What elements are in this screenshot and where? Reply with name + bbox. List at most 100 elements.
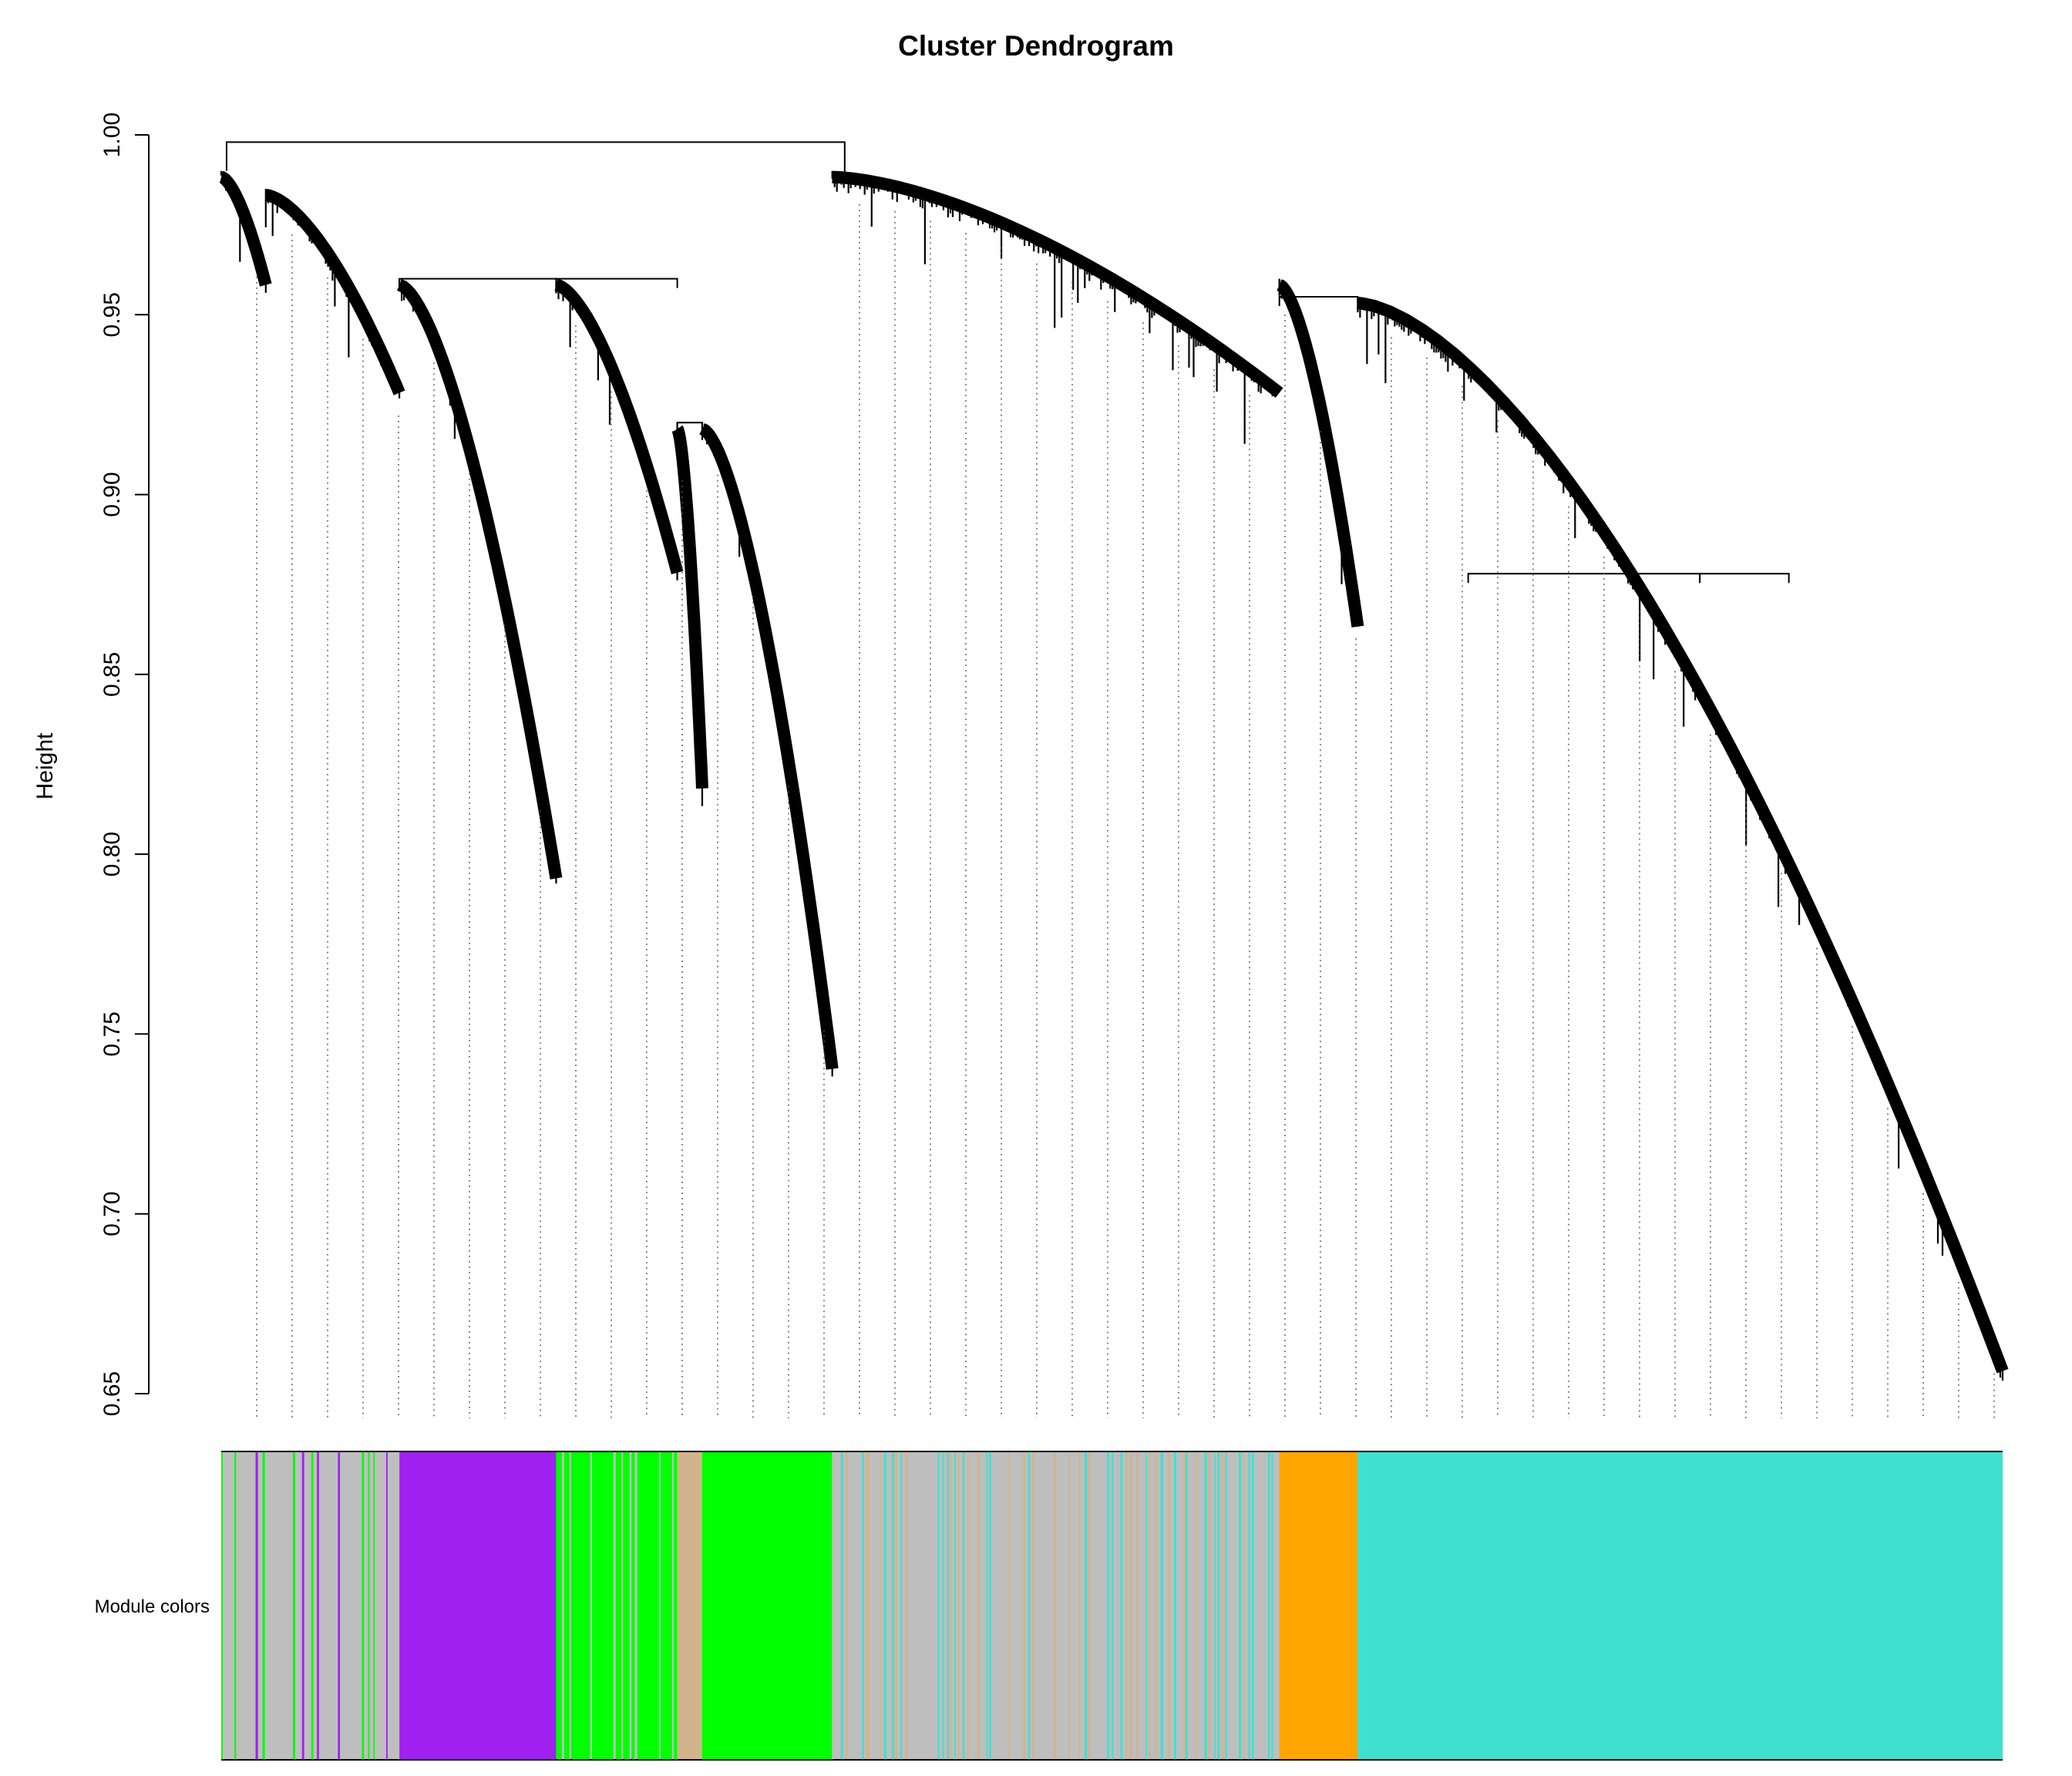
merge-bracket <box>1278 295 1359 306</box>
module-color-stripe <box>234 1451 237 1760</box>
module-color-stripe <box>843 1451 846 1760</box>
cluster-branch <box>216 170 272 293</box>
module-color-stripe <box>603 1451 606 1760</box>
module-color-stripe <box>900 1451 903 1760</box>
module-color-stripe <box>1267 1451 1270 1760</box>
module-color-stripe <box>352 1451 355 1760</box>
module-color-stripe <box>862 1451 864 1760</box>
module-color-stripe <box>1014 1451 1016 1760</box>
module-color-stripe <box>967 1451 970 1760</box>
module-color-stripe <box>1129 1451 1132 1760</box>
module-color-stripe <box>986 1451 988 1760</box>
root-merge <box>225 141 846 178</box>
module-color-stripe <box>362 1451 365 1760</box>
module-color-stripe <box>1136 1451 1139 1760</box>
module-color-stripe <box>317 1451 319 1760</box>
module-color-stripe <box>590 1451 592 1760</box>
module-color-stripe <box>221 1451 223 1760</box>
module-color-stripe <box>845 1451 848 1760</box>
module-color-stripe <box>947 1451 949 1760</box>
y-tick-label: 0.95 <box>99 292 125 337</box>
module-color-stripe <box>840 1451 844 1760</box>
merge-bracket <box>1699 573 1790 584</box>
module-color-stripe <box>957 1451 960 1760</box>
module-color-stripe <box>308 1451 310 1760</box>
y-tick-label: 1.00 <box>99 113 125 157</box>
cluster-branch <box>831 170 1283 444</box>
module-color-stripe <box>1018 1451 1021 1760</box>
module-color-stripe <box>1168 1451 1170 1760</box>
module-color-stripe <box>891 1451 894 1760</box>
module-color-stripe <box>954 1451 956 1760</box>
module-color-stripe <box>281 1451 284 1760</box>
module-color-stripe <box>569 1451 571 1760</box>
branch-lines <box>1357 297 2004 1381</box>
module-color-stripe <box>629 1451 632 1760</box>
y-tick-label: 0.90 <box>99 472 125 516</box>
module-color-stripe <box>325 1451 328 1760</box>
branch-lines <box>264 189 401 399</box>
module-color-stripe <box>949 1451 952 1760</box>
branch-spine <box>699 423 839 1070</box>
y-axis: 0.65 0.70 0.75 0.80 0.85 0.90 0.95 1.00 <box>99 113 150 1416</box>
module-color-stripe <box>1054 1451 1057 1760</box>
module-color-stripe <box>654 1451 657 1760</box>
module-color-stripe <box>338 1451 341 1760</box>
branch-spine <box>397 279 563 880</box>
module-color-segment <box>1279 1451 1358 1760</box>
merge-bracket <box>555 278 678 288</box>
module-color-segment <box>677 1451 702 1760</box>
merge-bracket <box>399 278 557 288</box>
module-color-stripe <box>857 1451 859 1760</box>
y-tick-label: 0.75 <box>99 1011 125 1056</box>
merge-bracket <box>676 422 703 432</box>
module-color-stripe <box>1120 1451 1123 1760</box>
module-color-stripe <box>597 1451 600 1760</box>
module-color-stripe <box>1028 1451 1031 1760</box>
branch-spine <box>1357 297 2009 1374</box>
module-color-segment <box>1357 1451 2003 1760</box>
branch-lines <box>831 170 1280 444</box>
module-color-stripe <box>905 1451 908 1760</box>
module-color-stripe <box>1032 1451 1034 1760</box>
module-color-stripe <box>1196 1451 1198 1760</box>
module-color-stripe <box>1186 1451 1188 1760</box>
module-color-stripe <box>1085 1451 1088 1760</box>
module-color-stripe <box>262 1451 265 1760</box>
module-color-stripe <box>1023 1451 1026 1760</box>
y-tick-label: 0.80 <box>99 832 125 876</box>
module-color-stripe <box>1107 1451 1109 1760</box>
module-color-stripe <box>894 1451 897 1760</box>
module-color-stripe <box>1160 1451 1163 1760</box>
module-color-stripe <box>658 1451 661 1760</box>
module-color-stripe <box>616 1451 618 1760</box>
merge-bracket <box>1467 573 1701 584</box>
module-color-stripe <box>1173 1451 1177 1760</box>
module-color-stripe <box>306 1451 308 1760</box>
module-color-stripe <box>1145 1451 1147 1760</box>
module-color-stripe <box>923 1451 927 1760</box>
module-color-stripe <box>562 1451 564 1760</box>
module-color-stripe <box>1208 1451 1211 1760</box>
module-color-stripe <box>1141 1451 1143 1760</box>
module-color-stripe <box>1229 1451 1232 1760</box>
module-color-segment <box>399 1451 557 1760</box>
module-color-stripe <box>613 1451 616 1760</box>
chart-title: Cluster Dendrogram <box>898 30 1174 62</box>
module-color-stripe <box>595 1451 597 1760</box>
module-color-stripe <box>567 1451 569 1760</box>
module-color-stripe <box>292 1451 295 1760</box>
branch-spine <box>216 170 272 288</box>
branch-lines <box>399 278 557 884</box>
y-tick-label: 0.70 <box>99 1192 125 1236</box>
module-color-stripe <box>634 1451 637 1760</box>
module-color-stripe <box>1221 1451 1223 1760</box>
module-color-stripe <box>340 1451 343 1760</box>
module-color-stripe <box>320 1451 323 1760</box>
module-color-stripe <box>879 1451 881 1760</box>
module-color-stripe <box>1068 1451 1071 1760</box>
module-color-stripe <box>1087 1451 1090 1760</box>
module-color-stripe <box>1248 1451 1250 1760</box>
module-color-stripe <box>1118 1451 1121 1760</box>
cluster-branch <box>553 278 684 580</box>
